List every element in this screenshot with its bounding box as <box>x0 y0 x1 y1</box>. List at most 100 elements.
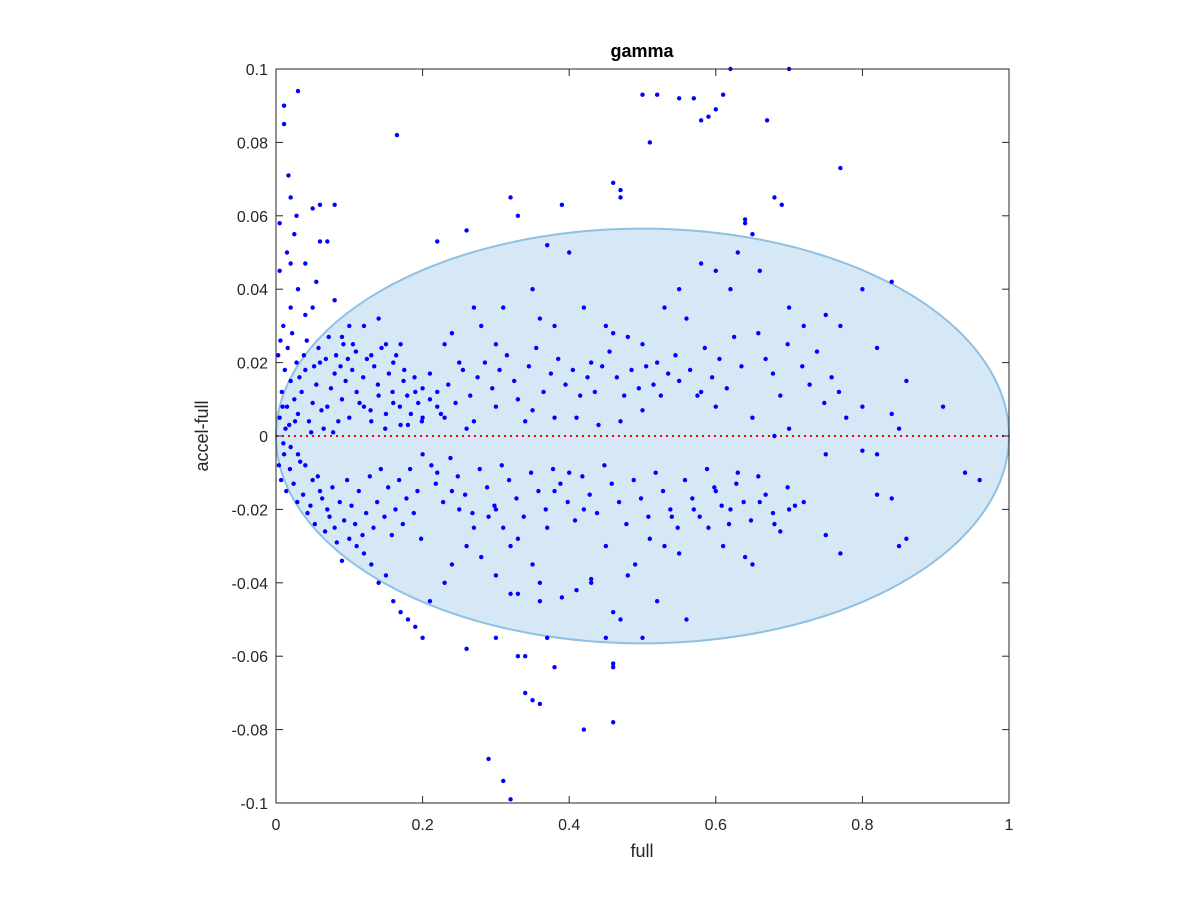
x-tick-label: 0.2 <box>411 817 433 834</box>
data-point <box>814 349 820 354</box>
data-point <box>624 521 629 527</box>
data-point <box>285 345 290 351</box>
data-point <box>299 389 304 395</box>
data-point <box>310 400 315 406</box>
data-point <box>288 378 293 384</box>
data-point <box>311 364 317 369</box>
y-axis-label: accel-full <box>192 400 212 471</box>
data-point <box>325 507 330 512</box>
data-point <box>508 195 513 200</box>
data-point <box>574 587 579 593</box>
data-point <box>523 654 528 659</box>
data-point <box>691 507 697 512</box>
data-point <box>295 499 300 505</box>
data-point <box>284 250 290 255</box>
data-point <box>435 470 440 475</box>
data-point <box>537 701 543 707</box>
data-point <box>479 323 484 329</box>
y-tick-label: 0.04 <box>237 282 268 299</box>
data-point <box>829 375 834 380</box>
data-point <box>379 345 384 351</box>
data-point <box>530 287 535 292</box>
data-point <box>301 353 307 358</box>
data-point <box>394 353 399 358</box>
data-point <box>807 382 812 387</box>
data-point <box>317 202 323 207</box>
x-tick-label: 0.6 <box>705 817 727 834</box>
data-point <box>614 375 620 380</box>
data-point <box>720 543 726 549</box>
data-point <box>550 466 556 472</box>
data-point <box>603 323 609 329</box>
data-point <box>800 364 805 369</box>
data-point <box>338 364 343 369</box>
data-point <box>390 389 395 395</box>
data-point <box>396 477 402 483</box>
y-tick-label: -0.02 <box>232 502 269 519</box>
data-point <box>281 323 286 329</box>
data-point <box>588 576 594 582</box>
data-point <box>442 342 447 347</box>
data-point <box>742 554 748 560</box>
data-point <box>570 367 576 373</box>
data-point <box>610 331 616 336</box>
chart-title: gamma <box>610 41 674 61</box>
y-tick-label: 0.02 <box>237 356 268 373</box>
data-point <box>332 298 337 303</box>
data-point <box>844 415 849 420</box>
data-point <box>552 415 557 420</box>
data-point <box>442 415 447 420</box>
data-point <box>288 305 293 310</box>
data-point <box>353 349 359 354</box>
data-point <box>323 356 329 362</box>
data-point <box>429 463 434 468</box>
data-point <box>352 521 358 527</box>
data-point <box>662 543 667 549</box>
data-point <box>632 562 638 567</box>
data-point <box>292 419 298 424</box>
data-point <box>552 665 557 670</box>
data-point <box>408 411 414 417</box>
data-point <box>284 404 290 409</box>
data-point <box>449 488 455 494</box>
data-point <box>420 452 425 457</box>
data-point <box>545 525 550 530</box>
data-point <box>402 367 407 373</box>
data-point <box>433 481 438 486</box>
data-point <box>411 510 417 516</box>
data-point <box>345 356 351 362</box>
data-point <box>325 239 330 244</box>
data-point <box>698 261 704 266</box>
data-point <box>625 334 631 340</box>
data-point <box>506 477 512 483</box>
data-point <box>514 496 519 501</box>
data-point <box>646 514 651 519</box>
data-point <box>339 558 345 563</box>
data-point <box>347 415 352 420</box>
data-point <box>295 411 301 417</box>
data-point <box>297 459 303 464</box>
data-point <box>823 532 828 538</box>
data-point <box>482 360 488 365</box>
data-point <box>391 598 396 604</box>
data-point <box>310 206 315 211</box>
data-point <box>515 591 521 597</box>
data-point <box>588 580 594 585</box>
data-point <box>526 364 532 369</box>
data-point <box>278 338 283 343</box>
data-point <box>486 756 491 762</box>
data-point <box>772 433 777 439</box>
data-point <box>326 334 331 340</box>
data-point <box>545 635 550 641</box>
data-point <box>962 470 968 475</box>
data-point <box>449 331 455 336</box>
data-point <box>280 404 285 409</box>
data-point <box>360 532 365 538</box>
data-point <box>325 404 330 409</box>
data-point <box>654 92 660 97</box>
data-point <box>654 360 660 365</box>
data-point <box>543 507 548 512</box>
y-tick-label: -0.1 <box>240 796 268 813</box>
data-point <box>398 342 403 347</box>
